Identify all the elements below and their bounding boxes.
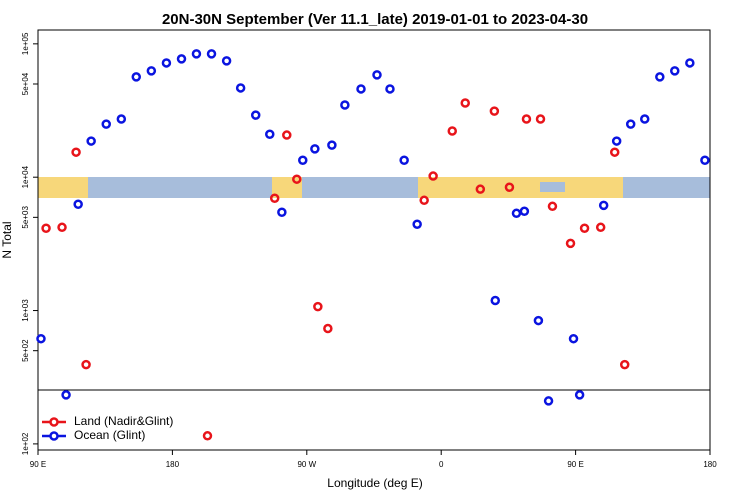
- point: [490, 295, 501, 306]
- point: [146, 66, 157, 76]
- point: [655, 72, 665, 82]
- point: [191, 49, 202, 59]
- point: [206, 49, 217, 59]
- x-tick-label: 90 W: [297, 460, 316, 469]
- y-tick-label: 1e+05: [21, 32, 30, 55]
- point: [460, 98, 470, 108]
- point: [565, 238, 576, 249]
- point: [235, 83, 246, 93]
- point: [385, 84, 395, 94]
- point: [292, 174, 302, 184]
- point: [310, 144, 320, 154]
- legend-label: Ocean (Glint): [74, 428, 145, 442]
- chart-title: 20N-30N September (Ver 11.1_late) 2019-0…: [162, 11, 588, 28]
- point: [475, 184, 486, 194]
- x-axis-label: Longitude (deg E): [327, 476, 422, 490]
- point: [131, 72, 142, 82]
- point: [568, 333, 579, 344]
- point: [511, 208, 522, 219]
- point: [547, 201, 558, 212]
- y-tick-label: 5e+04: [21, 72, 30, 95]
- point: [269, 193, 280, 204]
- point: [202, 431, 213, 441]
- point: [611, 136, 622, 146]
- point: [639, 114, 650, 124]
- x-tick-label: 180: [703, 460, 717, 469]
- legend-marker: [49, 417, 59, 427]
- point: [685, 58, 695, 68]
- point: [71, 147, 81, 157]
- point: [670, 66, 680, 76]
- point: [340, 100, 350, 110]
- point: [428, 171, 438, 181]
- point: [574, 390, 585, 400]
- y-tick-label: 1e+02: [21, 432, 30, 455]
- map-strip: [38, 177, 710, 198]
- x-tick-label: 90 E: [567, 460, 583, 469]
- x-tick-label: 0: [439, 460, 444, 469]
- point: [412, 219, 422, 229]
- point: [543, 396, 554, 406]
- point: [61, 390, 71, 400]
- point: [265, 129, 275, 139]
- point: [609, 147, 620, 157]
- point: [356, 84, 366, 94]
- point: [579, 223, 590, 234]
- point: [399, 155, 409, 165]
- point: [73, 199, 83, 209]
- point: [86, 136, 96, 146]
- point: [535, 114, 546, 124]
- point: [41, 223, 51, 234]
- point: [700, 155, 710, 165]
- point: [419, 195, 429, 206]
- point: [519, 206, 530, 217]
- point: [595, 222, 606, 233]
- y-tick-label: 1e+03: [21, 299, 30, 322]
- point: [298, 155, 308, 165]
- point: [36, 333, 46, 344]
- y-tick-label: 1e+04: [21, 165, 30, 188]
- point: [116, 114, 127, 124]
- point: [161, 58, 172, 68]
- y-tick-label: 5e+02: [21, 339, 30, 362]
- point: [176, 54, 187, 64]
- point: [57, 222, 67, 233]
- y-tick-label: 5e+03: [21, 206, 30, 229]
- point: [323, 323, 333, 334]
- point: [598, 200, 609, 211]
- point: [372, 70, 382, 80]
- legend-label: Land (Nadir&Glint): [74, 414, 173, 428]
- point: [282, 130, 292, 140]
- point: [250, 110, 261, 120]
- point: [521, 114, 532, 124]
- plot-frame: [37, 29, 711, 451]
- point: [504, 182, 515, 192]
- point: [313, 301, 323, 312]
- point: [101, 119, 111, 129]
- point: [625, 119, 636, 129]
- point: [533, 315, 544, 326]
- x-tick-label: 90 E: [30, 460, 46, 469]
- y-axis-label: N Total: [0, 221, 14, 258]
- legend: Land (Nadir&Glint)Ocean (Glint): [42, 414, 173, 442]
- point: [489, 106, 500, 116]
- point: [619, 359, 630, 370]
- point: [327, 140, 337, 150]
- point: [277, 207, 287, 217]
- point: [447, 126, 458, 136]
- point: [81, 359, 91, 370]
- legend-marker: [49, 431, 59, 441]
- x-tick-label: 180: [166, 460, 180, 469]
- point: [221, 56, 232, 66]
